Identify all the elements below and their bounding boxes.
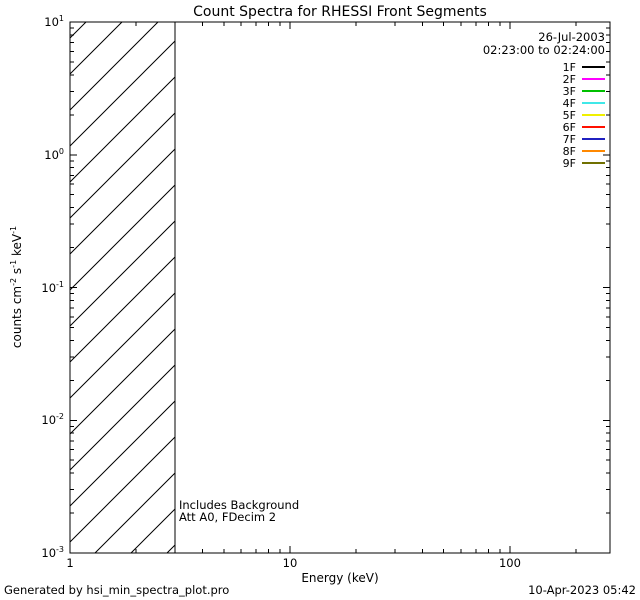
legend-entry-label: 7F: [562, 132, 576, 146]
legend-entry-label: 4F: [562, 96, 576, 110]
legend-entry-5f: 5F: [483, 108, 605, 122]
y-tick-label: 10-1: [41, 279, 64, 295]
legend-entry-label: 6F: [562, 120, 576, 134]
annotation-includes-background: Includes Background: [179, 498, 300, 512]
legend-color-swatch: [582, 150, 605, 152]
hatched-band: [70, 22, 175, 553]
legend-entry-label: 9F: [562, 156, 576, 170]
legend-color-swatch: [582, 66, 605, 68]
y-tick-label: 10-3: [41, 545, 64, 560]
legend-entry-4f: 4F: [483, 96, 605, 110]
x-tick-label: 100: [498, 556, 521, 570]
render-timestamp: 10-Apr-2023 05:42: [528, 583, 636, 597]
generator-credit: Generated by hsi_min_spectra_plot.pro: [4, 583, 230, 597]
legend-entry-9f: 9F: [483, 156, 605, 170]
legend-color-swatch: [582, 138, 605, 140]
plot-frame-and-ticks: [69, 21, 611, 554]
plot-title: Count Spectra for RHESSI Front Segments: [193, 4, 487, 20]
x-tick-label: 10: [282, 556, 298, 570]
legend: 26-Jul-2003 02:23:00 to 02:24:00 1F 2F 3F 4…: [482, 30, 605, 170]
y-tick-label: 100: [44, 146, 64, 162]
annotation-attenuator-state: Att A0, FDecim 2: [179, 510, 277, 524]
legend-entry-1f: 1F: [483, 60, 605, 74]
legend-entries: 1F 2F 3F 4F 5F 6F 7F 8F 9F: [483, 60, 605, 170]
legend-color-swatch: [582, 114, 605, 116]
legend-entry-6f: 6F: [483, 120, 605, 134]
legend-entry-8f: 8F: [483, 144, 605, 158]
legend-color-swatch: [582, 162, 605, 164]
y-tick-label: 10-2: [41, 412, 64, 428]
legend-date: 26-Jul-2003: [538, 30, 605, 44]
legend-color-swatch: [582, 90, 605, 92]
legend-entry-label: 3F: [562, 84, 576, 98]
annotation-block: Includes Background Att A0, FDecim 2: [179, 499, 299, 523]
x-axis-label: Energy (keV): [301, 571, 379, 585]
legend-entry-label: 1F: [562, 60, 576, 74]
legend-entry-2f: 2F: [483, 72, 605, 86]
legend-entry-3f: 3F: [483, 84, 605, 98]
legend-time-range: 02:23:00 to 02:24:00: [482, 43, 605, 57]
y-tick-label: 101: [44, 14, 64, 29]
legend-entry-7f: 7F: [483, 132, 605, 146]
legend-entry-label: 2F: [562, 72, 576, 86]
legend-color-swatch: [582, 78, 605, 80]
legend-entry-label: 5F: [562, 108, 576, 122]
legend-color-swatch: [582, 126, 605, 128]
legend-entry-label: 8F: [562, 144, 576, 158]
x-tick-label: 1: [66, 556, 74, 570]
legend-color-swatch: [582, 102, 605, 104]
